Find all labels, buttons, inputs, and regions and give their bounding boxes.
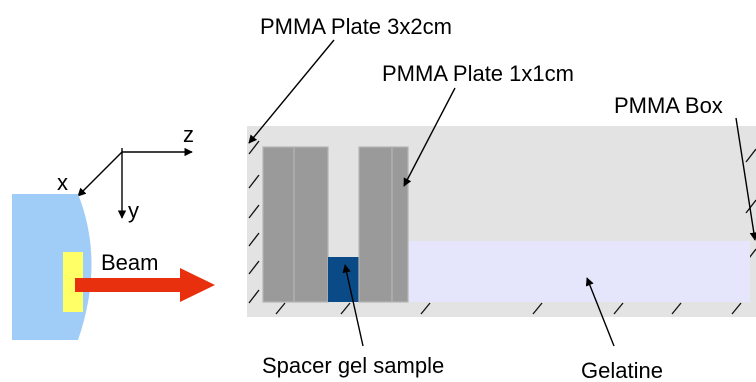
y-axis-label: y	[128, 198, 139, 223]
x-axis-label: x	[57, 170, 68, 195]
box-hatching	[248, 140, 756, 315]
box-label: PMMA Box	[614, 93, 723, 118]
beam-arrow	[75, 268, 215, 302]
beam-label: Beam	[101, 250, 158, 275]
spacer-label: Spacer gel sample	[262, 353, 444, 378]
plate-1x1-label: PMMA Plate 1x1cm	[382, 61, 574, 86]
box-leader	[735, 117, 756, 241]
x-axis-arrow	[77, 151, 123, 197]
source-window	[63, 252, 83, 312]
pmma-plate-1x1	[358, 146, 409, 303]
plate-3x2-label: PMMA Plate 3x2cm	[260, 14, 452, 39]
z-axis-label: z	[183, 122, 194, 147]
gelatine-leader	[585, 277, 615, 347]
plate-3x2-leader	[248, 39, 335, 144]
spacer-gel-sample	[328, 257, 359, 302]
gelatine-label: Gelatine	[581, 358, 663, 382]
pmma-plate-3x2	[262, 146, 329, 303]
coordinate-axes	[77, 147, 193, 219]
plate-1x1-leader	[403, 87, 456, 187]
spacer-leader	[342, 264, 364, 347]
gelatine-region	[408, 241, 750, 302]
leader-lines	[248, 39, 756, 347]
